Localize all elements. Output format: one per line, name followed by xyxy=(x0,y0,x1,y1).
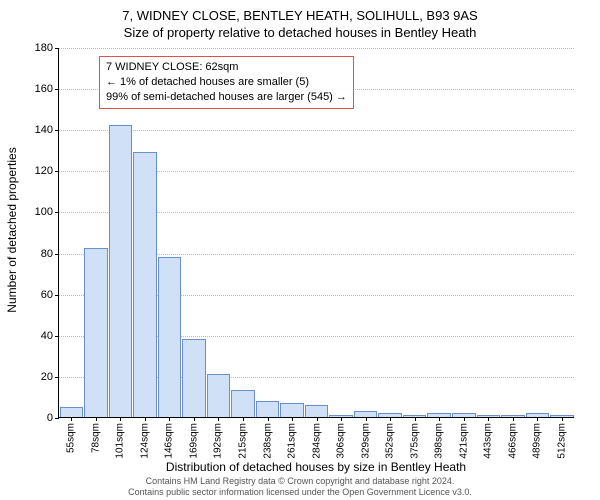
footer-attribution: Contains HM Land Registry data © Crown c… xyxy=(0,476,600,498)
x-tick-label: 124sqm xyxy=(139,423,150,459)
x-tick-label: 512sqm xyxy=(556,423,567,459)
x-tick-label: 78sqm xyxy=(90,423,101,453)
bar xyxy=(158,257,182,417)
bar xyxy=(60,407,84,417)
x-tick-label: 238sqm xyxy=(262,423,273,459)
bar xyxy=(305,405,329,417)
y-axis-label: Number of detached properties xyxy=(5,147,19,312)
bar xyxy=(133,152,157,417)
chart-title-desc: Size of property relative to detached ho… xyxy=(0,23,600,40)
x-tick-label: 101sqm xyxy=(115,423,126,459)
bar xyxy=(231,390,255,417)
x-tick-label: 352sqm xyxy=(385,423,396,459)
x-tick-label: 169sqm xyxy=(188,423,199,459)
bar xyxy=(84,248,108,417)
x-tick-label: 146sqm xyxy=(164,423,175,459)
bar xyxy=(280,403,304,417)
x-tick-label: 489sqm xyxy=(532,423,543,459)
x-tick-label: 421sqm xyxy=(458,423,469,459)
x-tick-label: 398sqm xyxy=(434,423,445,459)
x-tick-label: 443sqm xyxy=(483,423,494,459)
chart-title-address: 7, WIDNEY CLOSE, BENTLEY HEATH, SOLIHULL… xyxy=(0,0,600,23)
footer-line2: Contains public sector information licen… xyxy=(0,487,600,498)
x-axis-label: Distribution of detached houses by size … xyxy=(58,460,574,474)
bar xyxy=(207,374,231,417)
x-tick-label: 261sqm xyxy=(287,423,298,459)
x-tick-label: 55sqm xyxy=(66,423,77,453)
bar xyxy=(109,125,133,417)
callout-line3: 99% of semi-detached houses are larger (… xyxy=(106,90,347,105)
x-tick-label: 306sqm xyxy=(336,423,347,459)
bar xyxy=(256,401,280,417)
x-tick-label: 284sqm xyxy=(311,423,322,459)
footer-line1: Contains HM Land Registry data © Crown c… xyxy=(0,476,600,487)
x-tick-label: 329sqm xyxy=(360,423,371,459)
callout-box: 7 WIDNEY CLOSE: 62sqm ← 1% of detached h… xyxy=(99,56,354,109)
callout-line2: ← 1% of detached houses are smaller (5) xyxy=(106,75,347,90)
x-tick-label: 192sqm xyxy=(213,423,224,459)
callout-line1: 7 WIDNEY CLOSE: 62sqm xyxy=(106,60,347,75)
x-tick-label: 215sqm xyxy=(237,423,248,459)
bar xyxy=(182,339,206,417)
x-tick-label: 375sqm xyxy=(409,423,420,459)
x-tick-label: 466sqm xyxy=(507,423,518,459)
chart-plot-area: 020406080100120140160180 55sqm78sqm101sq… xyxy=(58,48,574,418)
